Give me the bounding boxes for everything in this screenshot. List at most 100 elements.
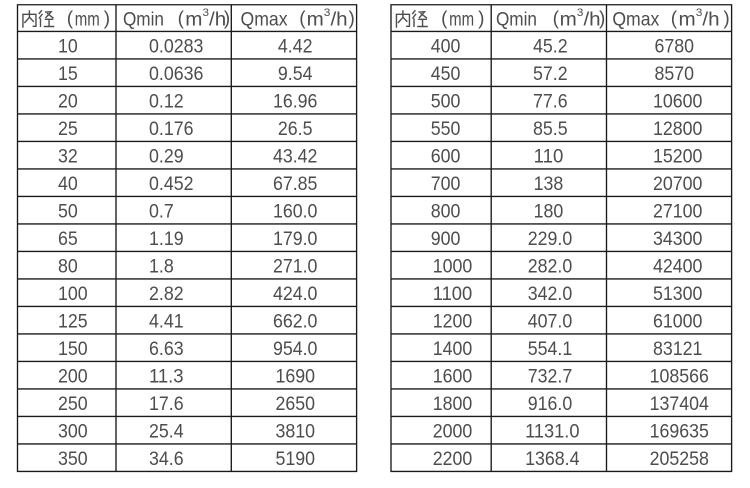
svg-text:700: 700 xyxy=(431,174,461,195)
svg-text:20700: 20700 xyxy=(653,174,702,195)
svg-text:25: 25 xyxy=(58,119,78,140)
svg-text:57.2: 57.2 xyxy=(533,64,568,85)
svg-text:85.5: 85.5 xyxy=(533,119,568,140)
svg-text:27100: 27100 xyxy=(653,201,702,222)
svg-text:25.4: 25.4 xyxy=(149,421,184,442)
svg-text:916.0: 916.0 xyxy=(528,394,572,415)
svg-text:179.0: 179.0 xyxy=(273,229,317,250)
svg-text:Qmin: Qmin xyxy=(123,9,164,30)
svg-text:407.0: 407.0 xyxy=(528,311,572,332)
svg-text:282.0: 282.0 xyxy=(528,256,572,277)
svg-text:mm: mm xyxy=(75,9,100,30)
svg-text:): ) xyxy=(599,8,605,29)
svg-text:137404: 137404 xyxy=(650,394,710,415)
svg-text:15200: 15200 xyxy=(653,146,702,167)
svg-text:34300: 34300 xyxy=(653,229,702,250)
svg-text:662.0: 662.0 xyxy=(273,311,317,332)
svg-text:3810: 3810 xyxy=(275,421,315,442)
svg-text:): ) xyxy=(723,8,729,29)
svg-text:11.3: 11.3 xyxy=(149,366,184,387)
svg-text:0.0636: 0.0636 xyxy=(149,64,203,85)
svg-text:42400: 42400 xyxy=(653,256,702,277)
svg-text:17.6: 17.6 xyxy=(149,394,184,415)
svg-text:200: 200 xyxy=(58,366,88,387)
svg-text:77.6: 77.6 xyxy=(533,91,568,112)
svg-text:732.7: 732.7 xyxy=(528,366,572,387)
svg-text:(: ( xyxy=(178,8,185,29)
svg-text:m3/h: m3/h xyxy=(679,7,720,30)
svg-text:2200: 2200 xyxy=(433,449,473,470)
svg-text:1200: 1200 xyxy=(433,311,473,332)
svg-text:4.42: 4.42 xyxy=(278,36,313,57)
svg-text:(: ( xyxy=(553,8,560,29)
svg-text:4.41: 4.41 xyxy=(149,311,184,332)
svg-text:9.54: 9.54 xyxy=(278,64,313,85)
svg-text:12800: 12800 xyxy=(653,119,702,140)
svg-text:550: 550 xyxy=(431,119,461,140)
svg-text:1368.4: 1368.4 xyxy=(525,449,580,470)
svg-text:65: 65 xyxy=(58,229,78,250)
svg-text:34.6: 34.6 xyxy=(149,449,184,470)
svg-text:0.12: 0.12 xyxy=(149,91,184,112)
svg-text:205258: 205258 xyxy=(650,449,709,470)
svg-text:8570: 8570 xyxy=(655,64,695,85)
svg-text:45.2: 45.2 xyxy=(533,36,568,57)
svg-text:424.0: 424.0 xyxy=(273,284,317,305)
svg-text:229.0: 229.0 xyxy=(528,229,572,250)
svg-text:20: 20 xyxy=(58,91,78,112)
svg-text:67.85: 67.85 xyxy=(273,174,317,195)
svg-text:400: 400 xyxy=(431,36,461,57)
svg-text:): ) xyxy=(348,8,354,29)
svg-text:0.7: 0.7 xyxy=(149,201,174,222)
svg-text:m3/h: m3/h xyxy=(307,7,348,30)
svg-text:250: 250 xyxy=(58,394,88,415)
svg-text:Qmax: Qmax xyxy=(241,9,288,30)
svg-text:169635: 169635 xyxy=(650,421,709,442)
svg-text:110: 110 xyxy=(534,146,564,167)
svg-text:(: ( xyxy=(67,8,74,29)
svg-text:61000: 61000 xyxy=(653,311,702,332)
svg-text:83121: 83121 xyxy=(653,339,702,360)
svg-text:108566: 108566 xyxy=(650,366,709,387)
svg-text:180: 180 xyxy=(534,201,564,222)
svg-text:10: 10 xyxy=(58,36,78,57)
svg-text:10600: 10600 xyxy=(653,91,702,112)
svg-text:350: 350 xyxy=(58,449,88,470)
svg-text:150: 150 xyxy=(58,339,88,360)
svg-text:342.0: 342.0 xyxy=(528,284,572,305)
svg-text:800: 800 xyxy=(431,201,461,222)
svg-text:0.452: 0.452 xyxy=(149,174,193,195)
svg-text:m3/h: m3/h xyxy=(560,7,601,30)
svg-text:160.0: 160.0 xyxy=(273,201,317,222)
svg-text:(: ( xyxy=(441,8,448,29)
svg-text:): ) xyxy=(224,8,230,29)
svg-text:271.0: 271.0 xyxy=(273,256,317,277)
svg-text:1.8: 1.8 xyxy=(149,256,174,277)
svg-text:6780: 6780 xyxy=(655,36,695,57)
svg-text:900: 900 xyxy=(431,229,461,250)
svg-text:(: ( xyxy=(671,8,678,29)
svg-text:6.63: 6.63 xyxy=(149,339,184,360)
svg-text:mm: mm xyxy=(449,9,474,30)
svg-text:16.96: 16.96 xyxy=(273,91,317,112)
svg-text:80: 80 xyxy=(58,256,78,277)
svg-text:1690: 1690 xyxy=(275,366,315,387)
svg-text:1100: 1100 xyxy=(433,284,473,305)
svg-text:1.19: 1.19 xyxy=(149,229,184,250)
svg-text:): ) xyxy=(478,8,484,29)
svg-text:2.82: 2.82 xyxy=(149,284,184,305)
svg-text:32: 32 xyxy=(58,146,78,167)
svg-text:1131.0: 1131.0 xyxy=(525,421,579,442)
svg-text:0.0283: 0.0283 xyxy=(149,36,203,57)
svg-text:m3/h: m3/h xyxy=(185,7,226,30)
svg-text:954.0: 954.0 xyxy=(273,339,317,360)
svg-text:0.176: 0.176 xyxy=(149,119,193,140)
svg-text:600: 600 xyxy=(431,146,461,167)
svg-text:0.29: 0.29 xyxy=(149,146,184,167)
svg-text:Qmin: Qmin xyxy=(496,9,537,30)
svg-text:450: 450 xyxy=(431,64,461,85)
svg-text:5190: 5190 xyxy=(275,449,315,470)
svg-text:1600: 1600 xyxy=(433,366,473,387)
svg-text:125: 125 xyxy=(58,311,88,332)
svg-text:15: 15 xyxy=(58,64,78,85)
